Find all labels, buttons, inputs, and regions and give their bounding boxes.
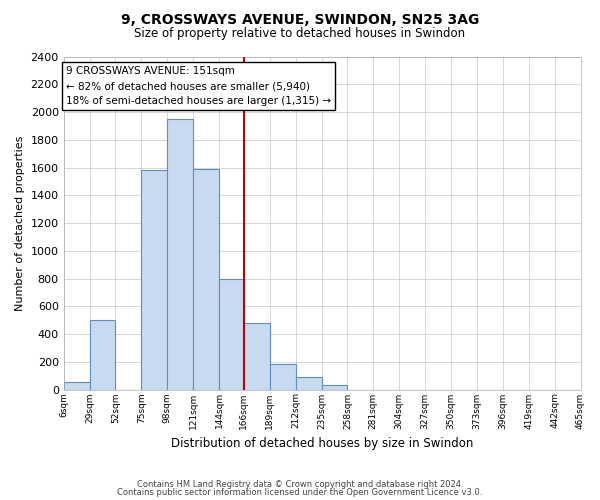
Bar [270, 364, 296, 390]
Bar [244, 323, 270, 390]
Bar [219, 278, 244, 390]
Bar [322, 386, 347, 390]
Text: Contains HM Land Registry data © Crown copyright and database right 2024.: Contains HM Land Registry data © Crown c… [137, 480, 463, 489]
X-axis label: Distribution of detached houses by size in Swindon: Distribution of detached houses by size … [171, 437, 473, 450]
Text: 9, CROSSWAYS AVENUE, SWINDON, SN25 3AG: 9, CROSSWAYS AVENUE, SWINDON, SN25 3AG [121, 12, 479, 26]
Text: Size of property relative to detached houses in Swindon: Size of property relative to detached ho… [134, 28, 466, 40]
Bar [142, 170, 167, 390]
Bar [89, 320, 115, 390]
Text: Contains public sector information licensed under the Open Government Licence v3: Contains public sector information licen… [118, 488, 482, 497]
Bar [296, 377, 322, 390]
Bar [193, 169, 219, 390]
Bar [64, 382, 89, 390]
Bar [167, 119, 193, 390]
Y-axis label: Number of detached properties: Number of detached properties [15, 136, 25, 310]
Text: 9 CROSSWAYS AVENUE: 151sqm
← 82% of detached houses are smaller (5,940)
18% of s: 9 CROSSWAYS AVENUE: 151sqm ← 82% of deta… [66, 66, 331, 106]
